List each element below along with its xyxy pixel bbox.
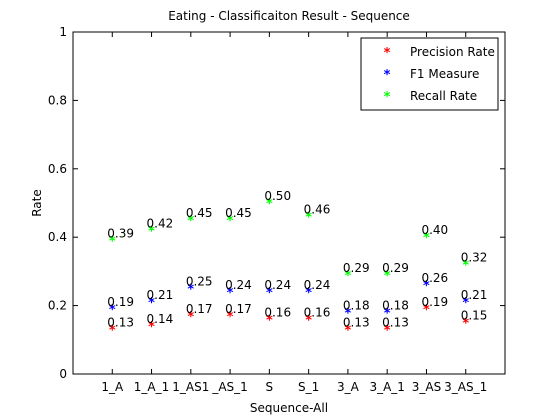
x-tick-label: 3_A_1 — [369, 380, 404, 394]
data-label: 0.24 — [304, 278, 331, 292]
data-point: * — [345, 269, 352, 284]
data-label: 0.13 — [107, 316, 134, 330]
plot-frame — [72, 31, 506, 375]
legend: * Precision Rate * F1 Measure * Recall Rate — [360, 37, 499, 111]
data-point: * — [109, 324, 116, 339]
data-label: 0.18 — [343, 298, 370, 312]
data-label: 0.14 — [147, 312, 174, 326]
data-label: 0.19 — [107, 295, 134, 309]
data-label: 0.24 — [264, 278, 291, 292]
data-point: * — [109, 235, 116, 250]
data-label: 0.42 — [147, 216, 174, 230]
x-tick-label: 1_A_1 — [134, 380, 169, 394]
data-label: 0.26 — [421, 271, 448, 285]
data-point: * — [423, 231, 430, 246]
data-label: 0.16 — [304, 305, 331, 319]
data-point: * — [266, 286, 273, 301]
x-tick-label: S — [266, 380, 274, 394]
data-point: * — [423, 303, 430, 318]
data-label: 0.25 — [186, 275, 213, 289]
x-tick-label: 1_AS1 — [172, 380, 209, 394]
legend-marker: * — [384, 46, 391, 61]
data-label: 0.40 — [421, 223, 448, 237]
data-label: 0.32 — [461, 251, 488, 265]
y-tick-label: 0.2 — [48, 299, 67, 313]
data-point: * — [384, 306, 391, 321]
data-point: * — [462, 317, 469, 332]
data-point: * — [227, 310, 234, 325]
data-label: 0.21 — [147, 288, 174, 302]
data-label: 0.17 — [225, 302, 252, 316]
data-point: * — [227, 214, 234, 229]
axis-ticks — [73, 31, 505, 375]
data-labels: 0.13 0.14 0.17 0.17 0.16 0.16 0.13 0.13 0.19 0.15… — [107, 189, 487, 330]
data-label: 0.19 — [421, 295, 448, 309]
data-point: * — [384, 269, 391, 284]
legend-entry: F1 Measure — [410, 67, 479, 81]
data-point: * — [187, 214, 194, 229]
data-points: * * * * * * * * * * * * * * * * * * * * * * * * * * * * * * — [109, 197, 469, 339]
y-tick-label: 1 — [59, 25, 67, 39]
data-point: * — [462, 259, 469, 274]
data-point: * — [227, 286, 234, 301]
data-point: * — [266, 197, 273, 212]
data-label: 0.24 — [225, 278, 252, 292]
data-label: 0.29 — [343, 261, 370, 275]
data-label: 0.13 — [382, 316, 409, 330]
data-point: * — [109, 303, 116, 318]
data-label: 0.16 — [264, 305, 291, 319]
y-tick-label: 0.8 — [48, 93, 67, 107]
y-axis-label: Rate — [30, 189, 44, 217]
x-tick-label: S_1 — [298, 380, 319, 394]
data-label: 0.45 — [225, 206, 252, 220]
legend-entry: Precision Rate — [410, 45, 495, 59]
data-point: * — [305, 211, 312, 226]
x-axis-label: Sequence-All — [250, 401, 328, 415]
data-point: * — [345, 306, 352, 321]
x-tick-label: 3_A — [337, 380, 360, 394]
data-point: * — [305, 313, 312, 328]
data-label: 0.46 — [304, 203, 331, 217]
legend-marker: * — [384, 68, 391, 83]
axis-tick-labels: 0 0.2 0.4 0.6 0.8 1 1_A 1_A_1 1_AS1 _AS_1 S S_1 3_A 3… — [48, 25, 487, 394]
legend-box — [360, 37, 499, 111]
data-label: 0.50 — [264, 189, 291, 203]
data-point: * — [345, 324, 352, 339]
x-tick-label: 1_A — [101, 380, 124, 394]
x-tick-label: _AS_1 — [211, 380, 247, 394]
data-point: * — [305, 286, 312, 301]
data-point: * — [187, 310, 194, 325]
y-tick-label: 0 — [59, 367, 67, 381]
data-label: 0.17 — [186, 302, 213, 316]
data-point: * — [148, 320, 155, 335]
data-point: * — [148, 296, 155, 311]
data-label: 0.39 — [107, 227, 134, 241]
data-point: * — [148, 224, 155, 239]
data-label: 0.13 — [343, 316, 370, 330]
x-tick-label: 3_AS_1 — [444, 380, 487, 394]
data-label: 0.45 — [186, 206, 213, 220]
data-label: 0.15 — [461, 309, 488, 323]
y-tick-label: 0.4 — [48, 230, 67, 244]
data-point: * — [423, 279, 430, 294]
data-point: * — [462, 296, 469, 311]
chart-title: Eating - Classificaiton Result - Sequenc… — [168, 9, 410, 23]
legend-marker: * — [384, 90, 391, 105]
data-label: 0.29 — [382, 261, 409, 275]
data-point: * — [384, 324, 391, 339]
x-tick-label: 3_AS — [412, 380, 441, 394]
data-point: * — [266, 313, 273, 328]
legend-entry: Recall Rate — [410, 89, 477, 103]
y-tick-label: 0.6 — [48, 162, 67, 176]
data-label: 0.21 — [461, 288, 488, 302]
data-point: * — [187, 283, 194, 298]
data-label: 0.18 — [382, 298, 409, 312]
